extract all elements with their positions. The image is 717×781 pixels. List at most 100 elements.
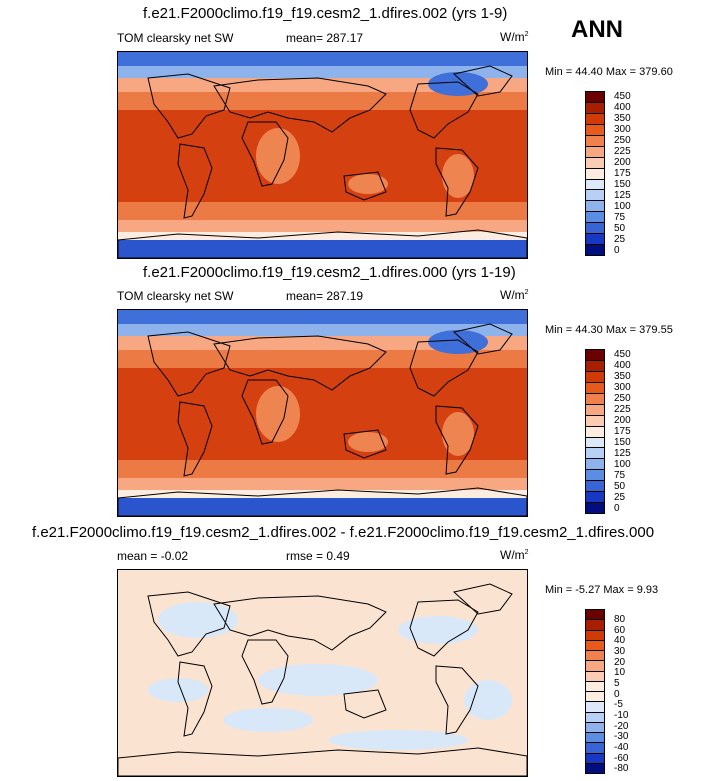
colorbar-tick-label: -80 (614, 763, 629, 775)
colorbar-swatch (586, 360, 604, 372)
colorbar-swatch (586, 124, 604, 136)
latitude-band (118, 478, 527, 490)
latitude-band (118, 490, 527, 498)
land-shading (256, 386, 300, 442)
colorbar-tick-label: 150 (614, 179, 631, 190)
colorbar-tick-label: 200 (614, 157, 631, 168)
coastline (118, 229, 527, 258)
colorbar-tick-label: -60 (614, 752, 629, 764)
colorbar-tick-label: 175 (614, 426, 631, 437)
colorbar-swatch (586, 671, 604, 682)
panel2-minmax: Min = 44.30 Max = 379.55 (545, 324, 673, 336)
latitude-band (118, 52, 527, 66)
colorbar-swatch (586, 492, 604, 504)
panel3-mean-label: mean = -0.02 (117, 549, 189, 563)
colorbar-swatch (586, 113, 604, 125)
colorbar-swatch (586, 350, 604, 361)
panel1-colorbar (585, 91, 605, 256)
colorbar-tick-label: 0 (614, 688, 620, 700)
colorbar-tick-label: -10 (614, 710, 629, 721)
colorbar-swatch (586, 102, 604, 114)
colorbar-swatch (586, 201, 604, 213)
colorbar-swatch (586, 382, 604, 394)
panel1-minmax: Min = 44.40 Max = 379.60 (545, 66, 673, 78)
colorbar-swatch (586, 661, 604, 672)
colorbar-swatch (586, 448, 604, 460)
coastline (452, 323, 513, 355)
panel1-variable-label: TOM clearsky net SW (117, 31, 234, 45)
coastline (177, 401, 213, 477)
latitude-band (118, 220, 527, 232)
colorbar-swatch (586, 437, 604, 449)
panel2-colorbar (585, 349, 605, 514)
coastline (409, 81, 479, 139)
coastline (118, 747, 527, 776)
latitude-band (118, 202, 527, 220)
greenland-shading (428, 330, 488, 354)
colorbar-tick-label: -20 (614, 720, 629, 732)
latitude-band (118, 310, 527, 324)
latitude-band (118, 498, 527, 516)
panel2-map (117, 309, 528, 517)
panel3-colorbar (585, 609, 605, 774)
colorbar-tick-label: 400 (614, 360, 631, 371)
colorbar-tick-label: 25 (614, 234, 626, 245)
colorbar-swatch (586, 753, 604, 764)
coastline (452, 65, 513, 97)
colorbar-tick-label: 300 (614, 382, 631, 393)
greenland-shading (428, 72, 488, 96)
colorbar-tick-label: 175 (614, 168, 631, 179)
coastline (343, 429, 387, 459)
coastline (409, 339, 479, 397)
coastline (118, 487, 527, 516)
coastline (435, 147, 479, 217)
colorbar-swatch (586, 702, 604, 713)
season-label: ANN (571, 16, 623, 43)
colorbar-tick-label: 400 (614, 102, 631, 113)
panel3-map (117, 569, 528, 777)
colorbar-swatch (586, 415, 604, 427)
coastline (452, 583, 513, 615)
colorbar-tick-label: 50 (614, 223, 626, 234)
coastline (213, 77, 387, 133)
latitude-band (118, 240, 527, 258)
colorbar-swatch (586, 630, 604, 641)
colorbar-swatch (586, 620, 604, 631)
colorbar-swatch (586, 245, 604, 256)
colorbar-tick-label: 80 (614, 614, 626, 625)
colorbar-swatch (586, 681, 604, 692)
colorbar-swatch (586, 135, 604, 147)
panel2-variable-label: TOM clearsky net SW (117, 289, 234, 303)
coastline (213, 335, 387, 391)
colorbar-swatch (586, 640, 604, 651)
colorbar-tick-label: 40 (614, 635, 626, 647)
colorbar-swatch (586, 146, 604, 158)
world-map-field (118, 310, 527, 516)
negative-anomaly-region (398, 616, 478, 644)
coastline (241, 121, 289, 187)
land-shading (442, 154, 474, 198)
negative-anomaly-region (223, 708, 313, 732)
colorbar-tick-label: 50 (614, 481, 626, 492)
negative-anomaly-region (148, 678, 208, 702)
colorbar-swatch (586, 157, 604, 169)
colorbar-swatch (586, 212, 604, 224)
colorbar-swatch (586, 651, 604, 662)
colorbar-tick-label: 450 (614, 349, 631, 360)
colorbar-swatch (586, 190, 604, 202)
colorbar-tick-label: 25 (614, 492, 626, 503)
coastline (241, 379, 289, 445)
colorbar-tick-label: 75 (614, 470, 626, 481)
colorbar-swatch (586, 371, 604, 383)
latitude-band (118, 324, 527, 336)
colorbar-tick-label: 250 (614, 135, 631, 146)
colorbar-tick-label: 60 (614, 624, 626, 636)
coastline (435, 665, 479, 735)
latitude-band (118, 336, 527, 350)
negative-anomaly-region (464, 680, 512, 720)
panel3-rmse-label: rmse = 0.49 (286, 549, 350, 563)
colorbar-tick-label: 100 (614, 459, 631, 470)
colorbar-tick-label: 200 (614, 415, 631, 426)
colorbar-tick-label: 300 (614, 124, 631, 135)
coastline (343, 171, 387, 201)
